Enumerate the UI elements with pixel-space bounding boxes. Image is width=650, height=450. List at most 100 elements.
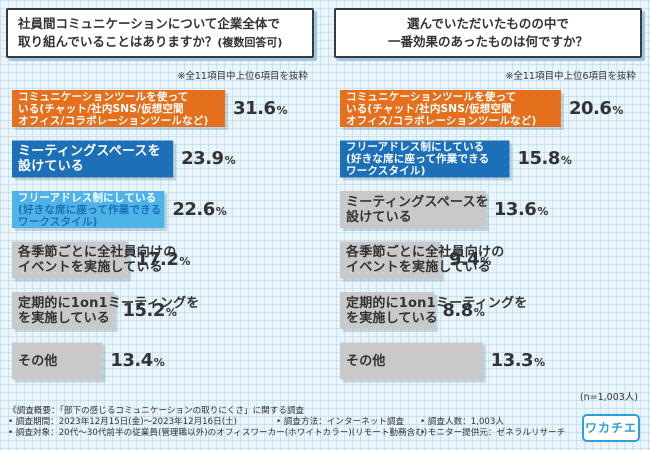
bar-label-5: 定期的に1on1ミーティングを を実施している <box>18 296 200 326</box>
bar-5 <box>340 292 435 329</box>
bar-label-line: (好きな席に座って作業できる <box>346 153 490 165</box>
footer-count: • 調査人数：1,003人 <box>420 417 504 427</box>
bar-label-line: コミュニケーションツールを使って <box>18 90 189 103</box>
bar-label-line: イベントを実施している <box>346 260 491 275</box>
bar-value-number: 15.8 <box>517 148 560 169</box>
bar-value-3: 13.6% <box>493 198 548 222</box>
bar-4 <box>340 241 441 279</box>
bar-value-unit: % <box>153 356 165 369</box>
bar-label-line: いる(チャット/社内SNS/仮想空間 <box>346 102 512 115</box>
bar-label-line: (好きな席に座って作業できる <box>18 203 162 216</box>
bar-label-line: 各季節ごとに全社員向けの <box>346 245 505 260</box>
right-question-line-1: 選んでいただいたものの中で <box>407 16 569 31</box>
footer-row-2: • 調査対象：20代〜30代前半の従業員(管理職以外)のオフィスワーカー(ホワイ… <box>8 428 568 439</box>
bar-3 <box>340 191 486 228</box>
bar-value-4: 17.2% <box>136 250 190 272</box>
bar-value-2: 23.9% <box>181 149 235 171</box>
bar-value-number: 17.2 <box>135 249 179 270</box>
bar-5 <box>12 292 115 329</box>
left-chart-panel: 社員間コミュニケーションについて企業全体で 取り組んでいることはありますか？(複… <box>6 6 316 386</box>
bar-value-number: 13.3 <box>490 350 534 371</box>
bar-label-line: を実施している <box>18 310 111 326</box>
bar-4 <box>12 241 128 279</box>
right-note: ※全11項目中上位6項目を抜粋 <box>505 71 636 82</box>
left-question-box: 社員間コミュニケーションについて企業全体で 取り組んでいることはありますか？(複… <box>6 8 314 58</box>
survey-footer: 《調査概要：「部下の感じるコミュニケーションの取りにくさ」に関する調査 • 調査… <box>8 406 568 439</box>
bar-value-number: 8.8 <box>442 299 473 321</box>
bar-label-3: フリーアドレス制にしている (好きな席に座って作業できる ワークスタイル) <box>18 192 161 228</box>
bar-2 <box>12 140 174 178</box>
bar-value-unit: % <box>224 154 236 167</box>
left-bar-chart: コミュニケーションツールを使って いる(チャット/社内SNS/仮想空間 オフィス/コ… <box>6 84 316 386</box>
bar-label-3: ミーティングスペースを 設けている <box>346 195 489 225</box>
left-question-line-1: 社員間コミュニケーションについて企業全体で <box>18 15 280 31</box>
footer-target: • 調査対象：20代〜30代前半の従業員(管理職以外)のオフィスワーカー(ホワイ… <box>8 428 428 438</box>
bar-label-4: 各季節ごとに全社員向けの イベントを実施している <box>346 245 504 275</box>
bar-label-4: 各季節ごとに全社員向けの イベントを実施している <box>18 245 176 275</box>
bar-value-2: 15.8% <box>517 149 571 171</box>
bar-value-6: 13.4% <box>110 351 164 373</box>
bar-label-line: フリーアドレス制にしている <box>346 141 485 153</box>
bar-value-number: 13.6 <box>493 198 537 220</box>
bar-label-line: オフィス/コラボレーションツールなど) <box>18 114 209 127</box>
bar-label-line: ワークスタイル) <box>346 165 426 177</box>
bar-label-line: オフィス/コラボレーションツールなど) <box>346 114 537 127</box>
bar-value-unit: % <box>537 204 548 218</box>
left-question-suffix: (複数回答可) <box>217 35 283 49</box>
bar-value-number: 9.4 <box>448 249 480 270</box>
bar-label-2: ミーティングスペースを 設けている <box>18 144 161 174</box>
bar-value-1: 20.6% <box>569 98 623 121</box>
bar-value-number: 15.2 <box>122 299 165 321</box>
bar-value-unit: % <box>534 356 545 369</box>
bar-value-5: 15.2% <box>122 299 177 323</box>
footer-row-1: • 調査期間：2023年12月15日(金)〜2023年12月16日(土) • 調… <box>8 417 568 428</box>
bar-value-number: 22.6 <box>172 198 215 220</box>
bar-label-line: いる(チャット/社内SNS/仮想空間 <box>18 102 184 115</box>
bar-label-line: ミーティングスペースを <box>18 144 161 159</box>
bar-value-unit: % <box>560 154 572 167</box>
bar-label-1: コミュニケーションツールを使って いる(チャット/社内SNS/仮想空間 オフィス/コ… <box>346 91 537 127</box>
bar-value-unit: % <box>480 255 491 268</box>
bar-label-line: 定期的に1on1ミーティングを <box>18 295 200 311</box>
bar-6 <box>12 342 103 380</box>
left-note: ※全11項目中上位6項目を抜粋 <box>177 71 308 82</box>
bar-2 <box>340 140 510 178</box>
bar-value-number: 31.6 <box>233 97 276 119</box>
bar-label-line: 定期的に1on1ミーティングを <box>346 295 528 311</box>
bar-label-line: コミュニケーションツールを使って <box>346 90 517 103</box>
left-question-line-2: 取り組んでいることはありますか？(複数回答可) <box>8 33 312 52</box>
footer-period: • 調査期間：2023年12月15日(金)〜2023年12月16日(土) <box>8 417 238 427</box>
bar-label-line: 設けている <box>18 159 85 174</box>
bar-label-1: コミュニケーションツールを使って いる(チャット/社内SNS/仮想空間 オフィス/コ… <box>18 91 209 127</box>
bar-1 <box>340 90 561 127</box>
left-bars-svg <box>12 90 229 383</box>
footer-provider: • モニター提供元：ゼネラルリサーチ <box>420 428 566 438</box>
bar-value-4: 9.4% <box>449 250 491 272</box>
bar-value-3: 22.6% <box>172 198 227 222</box>
bar-label-line: フリーアドレス制にしている <box>18 191 157 204</box>
bar-label-line: 設けている <box>346 209 413 225</box>
bar-6 <box>340 342 483 380</box>
bar-label-line: イベントを実施している <box>18 260 163 275</box>
right-question-line-2: 一番効果のあったものは何ですか？ <box>387 34 588 49</box>
right-chart-panel: 選んでいただいたものの中で 一番効果のあったものは何ですか？ ※全11項目中上位… <box>334 6 644 386</box>
bar-value-unit: % <box>179 255 190 268</box>
bar-label-6: その他 <box>346 354 386 369</box>
bar-label-5: 定期的に1on1ミーティングを を実施している <box>346 296 528 326</box>
bar-value-unit: % <box>612 103 623 117</box>
bar-value-unit: % <box>165 305 177 319</box>
bar-label-6: その他 <box>18 354 58 369</box>
bar-label-line: その他 <box>18 353 58 369</box>
bar-value-5: 8.8% <box>442 299 484 323</box>
right-bar-chart: コミュニケーションツールを使って いる(チャット/社内SNS/仮想空間 オフィス/コ… <box>334 84 644 386</box>
right-bars-svg <box>340 90 564 383</box>
bar-label-2: フリーアドレス制にしている (好きな席に座って作業できる ワークスタイル) <box>346 141 489 177</box>
bar-value-unit: % <box>215 204 227 218</box>
bar-label-line: を実施している <box>346 310 439 326</box>
right-question-box: 選んでいただいたものの中で 一番効果のあったものは何ですか？ <box>334 8 642 58</box>
bar-value-6: 13.3% <box>491 351 545 373</box>
bar-value-number: 13.4 <box>110 350 153 371</box>
bar-label-line: 各季節ごとに全社員向けの <box>18 245 177 260</box>
bar-label-line: ミーティングスペースを <box>346 194 489 210</box>
bar-1 <box>12 90 226 127</box>
